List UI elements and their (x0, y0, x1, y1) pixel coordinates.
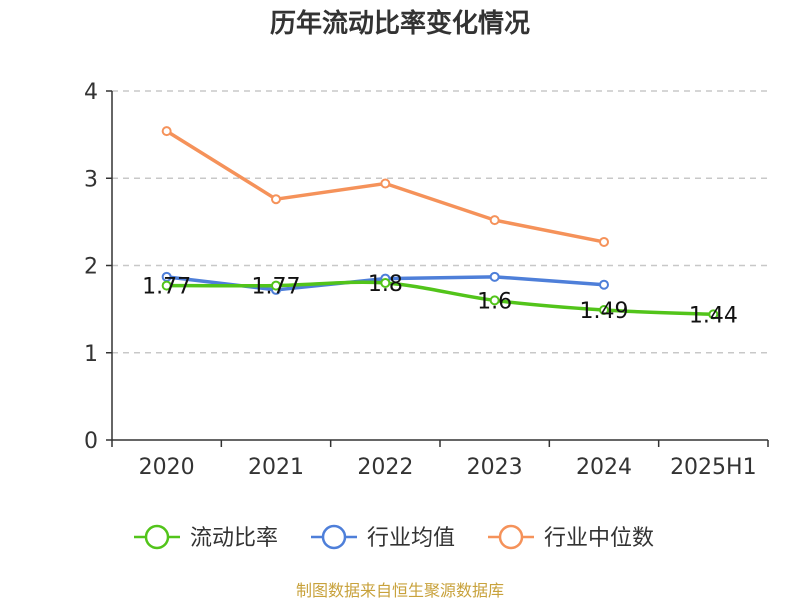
data-label: 1.77 (142, 275, 191, 300)
x-tick-label: 2025H1 (670, 455, 757, 480)
series-0-point (161, 280, 172, 291)
data-labels: 1.77 1.77 1.8 1.6 1.49 1.44 (142, 272, 738, 328)
x-tick-label: 2020 (139, 455, 195, 480)
y-tick-label: 3 (84, 167, 98, 192)
series-0-point (489, 295, 500, 306)
legend-item-0[interactable]: 流动比率 (134, 524, 278, 551)
x-tick-label: 2023 (467, 455, 523, 480)
source-note: 制图数据来自恒生聚源数据库 (296, 581, 504, 600)
y-tick-label: 1 (84, 342, 98, 367)
series-line-0 (164, 280, 716, 317)
y-tick-label: 0 (84, 429, 98, 454)
series-2-point (489, 215, 500, 226)
legend-marker-icon (144, 524, 170, 550)
data-label: 1.44 (689, 303, 738, 328)
legend-label: 行业中位数 (544, 526, 654, 551)
x-tick-label: 2021 (248, 455, 304, 480)
series (161, 126, 719, 320)
data-label: 1.77 (252, 275, 301, 300)
legend-marker-icon (321, 524, 347, 550)
x-tick-label: 2022 (357, 455, 413, 480)
series-0-point (599, 304, 609, 315)
legend-marker-icon (498, 524, 524, 550)
x-tick-label: 2024 (576, 455, 632, 480)
legend-label: 行业均值 (367, 526, 455, 551)
data-label: 1.49 (580, 299, 629, 324)
series-2-point (161, 126, 172, 137)
series-2-point (380, 178, 391, 189)
series-0-point (380, 277, 391, 288)
series-0-point (271, 280, 281, 291)
axes: 0 1 2 3 4 2020 2021 2022 2023 2024 2025H1 (84, 80, 769, 480)
legend-item-1[interactable]: 行业均值 (311, 524, 455, 551)
data-label: 1.8 (368, 272, 403, 297)
series-2-point (599, 236, 609, 247)
series-2-point (271, 194, 281, 205)
data-label: 1.6 (477, 289, 512, 314)
series-0-point (708, 309, 719, 320)
legend-item-2[interactable]: 行业中位数 (488, 524, 654, 551)
series-1-point (489, 271, 500, 282)
chart-title: 历年流动比率变化情况 (270, 8, 530, 39)
legend[interactable]: 流动比率 行业均值 行业中位数 (134, 524, 654, 551)
y-tick-label: 4 (84, 80, 98, 105)
series-1-point (599, 279, 609, 290)
y-tick-label: 2 (84, 255, 98, 280)
legend-label: 流动比率 (190, 526, 278, 551)
